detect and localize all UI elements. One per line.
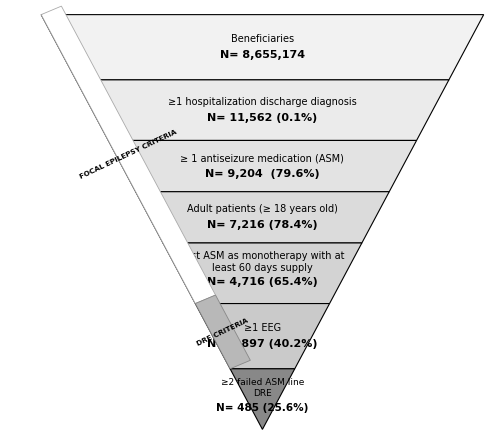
Text: ≥1 EEG: ≥1 EEG — [244, 323, 281, 333]
Text: N= 485 (25.6%): N= 485 (25.6%) — [216, 403, 308, 413]
Text: N= 9,204  (79.6%): N= 9,204 (79.6%) — [205, 169, 320, 179]
Text: FOCAL EPILEPSY CRITERIA: FOCAL EPILEPSY CRITERIA — [79, 129, 178, 180]
Text: Adult patients (≥ 18 years old): Adult patients (≥ 18 years old) — [187, 204, 338, 214]
Text: Beneficiaries: Beneficiaries — [231, 34, 294, 44]
Text: ≥1 hospitalization discharge diagnosis: ≥1 hospitalization discharge diagnosis — [168, 97, 357, 107]
Polygon shape — [41, 15, 484, 80]
Polygon shape — [76, 80, 449, 140]
Text: ≥ 1 antiseizure medication (ASM): ≥ 1 antiseizure medication (ASM) — [180, 153, 344, 163]
Polygon shape — [136, 192, 389, 243]
Text: N= 7,216 (78.4%): N= 7,216 (78.4%) — [207, 220, 318, 230]
Text: N= 8,655,174: N= 8,655,174 — [220, 50, 305, 60]
Polygon shape — [196, 295, 250, 369]
Text: N= 1,897 (40.2%): N= 1,897 (40.2%) — [207, 339, 318, 349]
Polygon shape — [163, 243, 362, 304]
Polygon shape — [108, 140, 416, 192]
Polygon shape — [196, 304, 330, 369]
Polygon shape — [41, 6, 216, 304]
Text: N= 11,562 (0.1%): N= 11,562 (0.1%) — [208, 113, 318, 123]
Text: ≥2 failed ASM line
DRE: ≥2 failed ASM line DRE — [220, 378, 304, 398]
Polygon shape — [230, 369, 295, 429]
Text: first ASM as monotherapy with at
least 60 days supply: first ASM as monotherapy with at least 6… — [180, 251, 344, 273]
Text: N= 4,716 (65.4%): N= 4,716 (65.4%) — [207, 277, 318, 287]
Text: DRE CRITERIA: DRE CRITERIA — [196, 317, 250, 347]
